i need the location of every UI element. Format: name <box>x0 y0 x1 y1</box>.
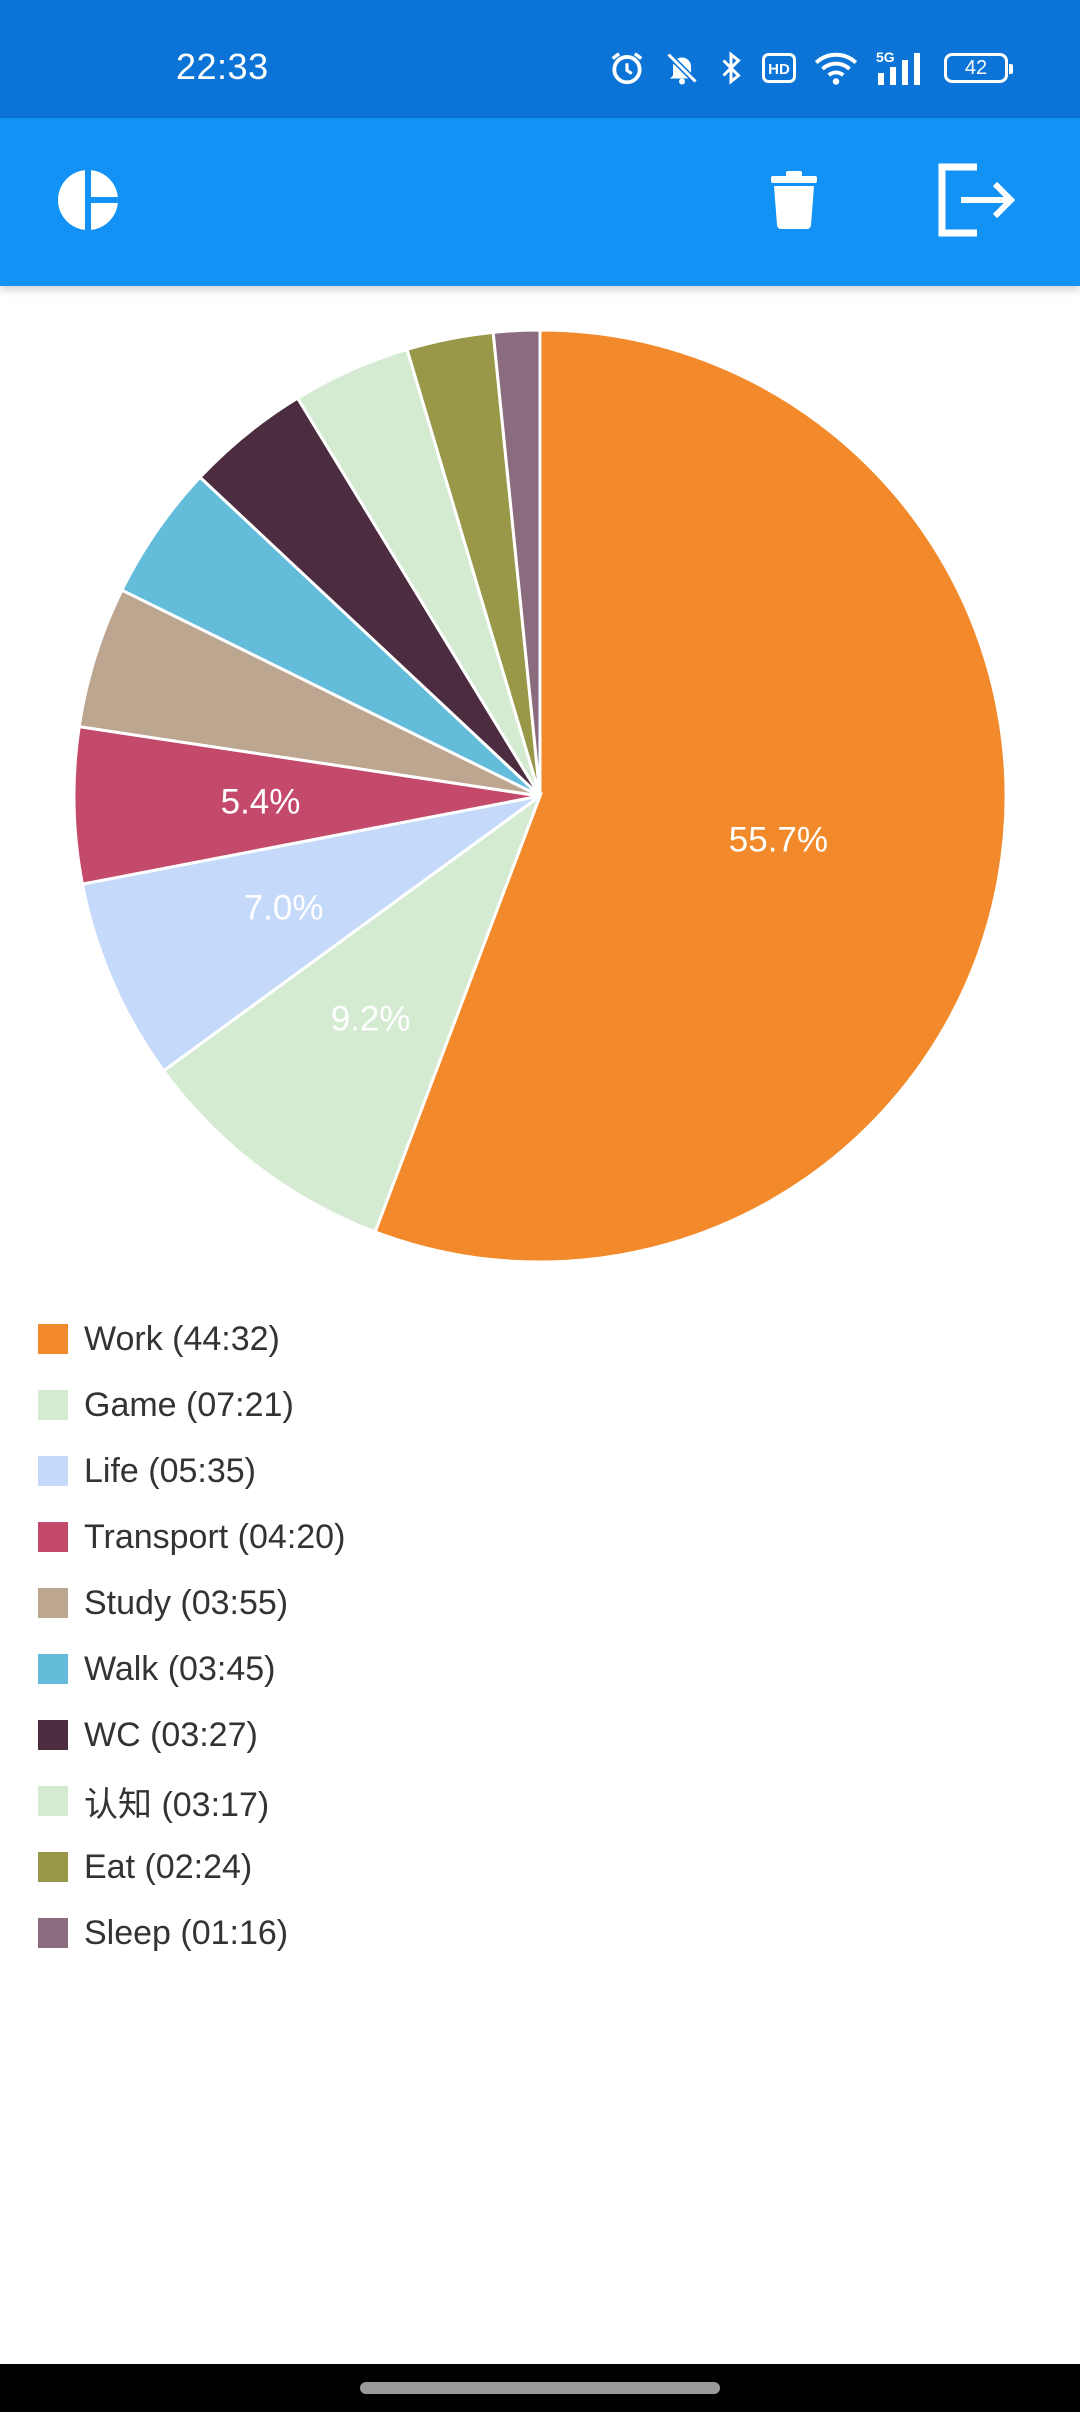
legend-label: Sleep (01:16) <box>84 1913 289 1952</box>
legend-swatch <box>38 1456 68 1486</box>
legend-item[interactable]: Sleep (01:16) <box>38 1900 1038 1966</box>
legend-label: Life (05:35) <box>84 1451 256 1490</box>
pie-slice[interactable] <box>72 724 541 886</box>
slice-data-label: 9.2% <box>331 999 411 1038</box>
app-bar <box>0 118 1080 286</box>
legend-swatch <box>38 1522 68 1552</box>
legend-label: Transport (04:20) <box>84 1517 346 1556</box>
svg-text:HD: HD <box>768 61 790 78</box>
bluetooth-icon <box>718 50 744 86</box>
legend-item[interactable]: Transport (04:20) <box>38 1504 1038 1570</box>
battery-level: 42 <box>964 56 988 79</box>
legend-item[interactable]: 认知 (03:17) <box>38 1768 1038 1834</box>
pie-chart-svg: 55.7% 9.2% 7.0% 5.4% <box>72 328 1008 1264</box>
wifi-icon <box>814 50 858 86</box>
legend-item[interactable]: Game (07:21) <box>38 1372 1038 1438</box>
legend-swatch <box>38 1852 68 1882</box>
svg-text:5G: 5G <box>876 49 895 65</box>
legend-label: Walk (03:45) <box>84 1649 276 1688</box>
legend-swatch <box>38 1390 68 1420</box>
pie-chart-button[interactable] <box>56 168 120 236</box>
legend-label: Eat (02:24) <box>84 1847 253 1886</box>
status-bar: 22:33 HD <box>0 0 1080 118</box>
pie-slice[interactable] <box>373 328 1008 1264</box>
signal-icon: 5G <box>876 49 926 87</box>
legend-item[interactable]: Life (05:35) <box>38 1438 1038 1504</box>
status-time: 22:33 <box>176 46 269 87</box>
chart-legend: Work (44:32) Game (07:21) Life (05:35) Tran… <box>38 1306 1038 1966</box>
slice-data-label: 5.4% <box>221 783 301 822</box>
legend-label: WC (03:27) <box>84 1715 258 1754</box>
legend-swatch <box>38 1918 68 1948</box>
legend-swatch <box>38 1720 68 1750</box>
legend-label: Work (44:32) <box>84 1319 280 1358</box>
status-icons: HD 5G 42 <box>608 46 1013 90</box>
gesture-handle[interactable] <box>360 2382 720 2394</box>
legend-label: 认知 (03:17) <box>84 1785 270 1824</box>
legend-label: Game (07:21) <box>84 1385 294 1424</box>
pie-slice[interactable] <box>161 791 544 1234</box>
battery-icon: 42 <box>944 53 1013 83</box>
legend-item[interactable]: Eat (02:24) <box>38 1834 1038 1900</box>
slice-data-label: 7.0% <box>244 889 324 928</box>
legend-item[interactable]: Work (44:32) <box>38 1306 1038 1372</box>
logout-icon <box>937 162 1019 243</box>
navigation-bar <box>0 2364 1080 2412</box>
pie-chart: 55.7% 9.2% 7.0% 5.4% <box>0 300 1080 1280</box>
trash-icon <box>771 170 817 234</box>
pie-slice[interactable] <box>491 328 542 797</box>
slice-data-label: 55.7% <box>729 821 828 860</box>
delete-button[interactable] <box>766 168 822 236</box>
legend-item[interactable]: Walk (03:45) <box>38 1636 1038 1702</box>
bell-muted-icon <box>664 50 700 86</box>
legend-item[interactable]: WC (03:27) <box>38 1702 1038 1768</box>
logout-button[interactable] <box>936 162 1020 242</box>
hd-icon: HD <box>762 53 796 83</box>
legend-swatch <box>38 1786 68 1816</box>
legend-swatch <box>38 1588 68 1618</box>
legend-label: Study (03:55) <box>84 1583 289 1622</box>
pie-chart-icon <box>57 168 119 236</box>
alarm-icon <box>608 49 646 87</box>
legend-swatch <box>38 1324 68 1354</box>
pie-slice[interactable] <box>80 794 541 1073</box>
legend-item[interactable]: Study (03:55) <box>38 1570 1038 1636</box>
legend-swatch <box>38 1654 68 1684</box>
